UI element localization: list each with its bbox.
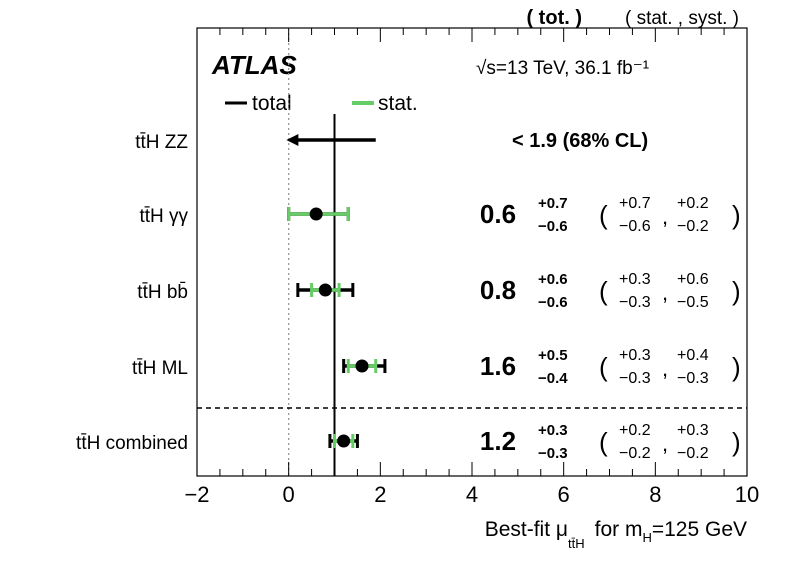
data-point — [309, 207, 323, 221]
stat-up: +0.2 — [619, 422, 651, 439]
comma: , — [662, 356, 668, 381]
paren-close: ) — [732, 427, 741, 457]
stat-down: −0.3 — [619, 370, 651, 387]
limit-arrow — [286, 134, 299, 146]
syst-down: −0.3 — [677, 370, 709, 387]
channel-label: tt̄H ML — [132, 358, 188, 379]
central-value: 1.2 — [480, 426, 516, 456]
syst-up: +0.4 — [677, 347, 709, 364]
x-tick-label: 6 — [558, 482, 570, 507]
total-down: −0.4 — [538, 370, 568, 387]
syst-down: −0.2 — [677, 445, 709, 462]
reference-lines — [288, 28, 336, 476]
x-tick-label: 4 — [466, 482, 478, 507]
stat-up: +0.3 — [619, 347, 651, 364]
x-axis-title-main: Best-fit μ — [485, 518, 568, 541]
total-up: +0.5 — [538, 347, 568, 364]
total-up: +0.7 — [538, 195, 568, 212]
total-down: −0.6 — [538, 294, 568, 311]
paren-open: ( — [599, 352, 608, 382]
total-up: +0.6 — [538, 271, 568, 288]
header-stat-syst: ( stat. , syst. ) — [625, 8, 739, 29]
x-axis-title-suffix-sub: H — [642, 530, 651, 545]
syst-up: +0.3 — [677, 422, 709, 439]
central-value: 0.8 — [480, 275, 516, 305]
channel-label: tt̄H combined — [76, 433, 188, 454]
data-point — [337, 434, 351, 448]
x-tick-label: 0 — [283, 482, 295, 507]
syst-down: −0.5 — [677, 294, 709, 311]
paren-open: ( — [599, 200, 608, 230]
comma: , — [662, 431, 668, 456]
central-value: 0.6 — [480, 199, 516, 229]
paren-open: ( — [599, 427, 608, 457]
experiment-label: ATLAS — [211, 50, 297, 80]
legend-total-label: total — [252, 92, 292, 115]
paren-open: ( — [599, 276, 608, 306]
value-annotations: < 1.9 (68% CL) 0.6 +0.7 −0.6 ( +0.7 −0.6 , +0.2 −… — [480, 130, 741, 462]
stat-down: −0.3 — [619, 294, 651, 311]
total-up: +0.3 — [538, 422, 568, 439]
x-axis-title: Best-fit μtt̄H for mH=125 GeV — [485, 518, 747, 551]
central-value: 1.6 — [480, 351, 516, 381]
x-axis-title-end: =125 GeV — [652, 518, 747, 541]
data-point — [318, 283, 332, 297]
syst-up: +0.2 — [677, 195, 709, 212]
x-axis-title-sub: tt̄H — [568, 536, 585, 551]
x-tick-label: 10 — [735, 482, 759, 507]
stat-up: +0.7 — [619, 195, 651, 212]
channel-label: tt̄H γγ — [139, 206, 188, 227]
header-tot: ( tot. ) — [526, 7, 582, 29]
channel-label: tt̄H ZZ — [135, 132, 188, 153]
total-down: −0.6 — [538, 218, 568, 235]
energy-lumi-label: √s=13 TeV, 36.1 fb⁻¹ — [476, 58, 649, 79]
comma: , — [662, 280, 668, 305]
syst-down: −0.2 — [677, 218, 709, 235]
data-point — [355, 359, 369, 373]
channel-labels: tt̄H ZZ tt̄H γγ tt̄H bb̄ tt̄H ML tt̄H combin… — [76, 132, 188, 454]
paren-close: ) — [732, 200, 741, 230]
x-tick-label: −2 — [184, 482, 209, 507]
paren-close: ) — [732, 352, 741, 382]
legend-stat-label: stat. — [378, 92, 418, 115]
channel-label: tt̄H bb̄ — [137, 282, 188, 303]
stat-down: −0.6 — [619, 218, 651, 235]
x-tick-label: 8 — [649, 482, 661, 507]
x-axis-title-suffix: for m — [595, 518, 643, 541]
total-down: −0.3 — [538, 445, 568, 462]
x-tick-label: 2 — [374, 482, 386, 507]
stat-down: −0.2 — [619, 445, 651, 462]
paren-close: ) — [732, 276, 741, 306]
stat-up: +0.3 — [619, 271, 651, 288]
data-marks — [286, 134, 387, 448]
comma: , — [662, 204, 668, 229]
limit-text: < 1.9 (68% CL) — [512, 130, 648, 152]
x-axis: −2 0 2 4 6 8 10 — [184, 28, 759, 507]
syst-up: +0.6 — [677, 271, 709, 288]
